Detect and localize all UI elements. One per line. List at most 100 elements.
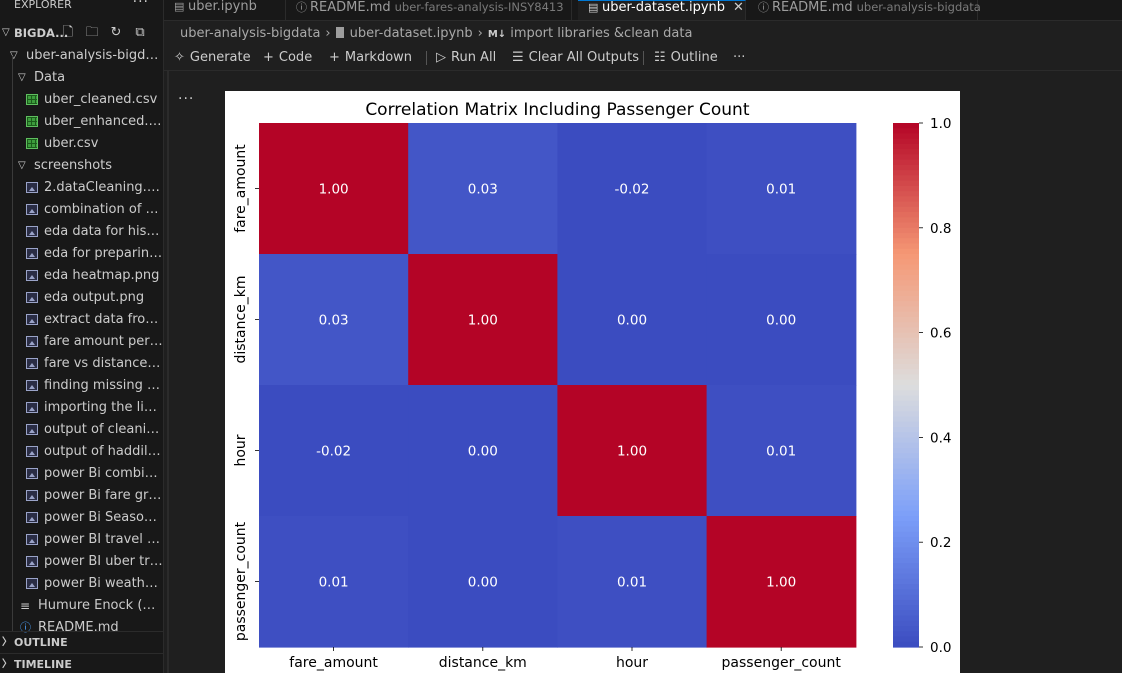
folder-screenshots[interactable]: ▽ screenshots: [0, 155, 163, 177]
file-item[interactable]: ⓘ README.md: [0, 617, 163, 639]
chevron-right-icon: 〉: [2, 637, 12, 648]
tab-uber-dataset-ipynb[interactable]: ▤ uber-dataset.ipynb ✕: [578, 0, 746, 20]
outline-section[interactable]: 〉 OUTLINE: [0, 631, 163, 654]
file-item[interactable]: eda data for histog...: [0, 221, 163, 243]
colorbar-segment: [893, 332, 919, 339]
tab-readme-fares[interactable]: ⓘ README.md uber-fares-analysis-INSY8413: [286, 0, 572, 20]
image-file-icon: [26, 314, 38, 325]
x-tick-label: fare_amount: [289, 655, 378, 671]
explorer-sidebar: EXPLORER ··· ▽ BIGDA... 🗋 🗀 ↻ ⧉ ▽ uber-an…: [0, 0, 164, 673]
outline-button[interactable]: ☷ Outline: [654, 46, 718, 70]
generate-button[interactable]: ✧ Generate: [174, 46, 251, 70]
notebook-icon: ▤: [174, 0, 185, 13]
image-file-icon: [26, 512, 38, 523]
tree-item-label: fare vs distance .png: [44, 356, 163, 371]
file-item[interactable]: eda for preparing ...: [0, 243, 163, 265]
colorbar-segment: [893, 316, 919, 323]
file-item[interactable]: uber_cleaned.csv: [0, 89, 163, 111]
refresh-icon[interactable]: ↻: [110, 25, 122, 40]
colorbar-segment: [893, 164, 919, 171]
file-item[interactable]: fare vs distance .png: [0, 353, 163, 375]
add-code-button[interactable]: + Code: [263, 46, 312, 70]
file-item[interactable]: power Bi combinat...: [0, 463, 163, 485]
file-item[interactable]: importing the libra...: [0, 397, 163, 419]
colorbar-segment: [893, 432, 919, 438]
colorbar-segment: [893, 521, 919, 528]
cell-value-label: 0.00: [468, 444, 498, 460]
colorbar-segment: [893, 170, 919, 176]
image-file-icon: [26, 446, 38, 457]
file-item[interactable]: power BI uber trip ...: [0, 551, 163, 573]
file-item[interactable]: power Bi weathere...: [0, 573, 163, 595]
file-item[interactable]: combination of ed...: [0, 199, 163, 221]
timeline-section[interactable]: 〉 TIMELINE: [0, 653, 163, 673]
chevron-down-icon: ▽: [18, 160, 26, 171]
new-folder-icon[interactable]: 🗀: [85, 25, 99, 40]
colorbar-segment: [893, 269, 919, 276]
chevron-right-icon: ›: [477, 26, 483, 41]
colorbar-segment: [893, 474, 919, 480]
file-item[interactable]: eda heatmap.png: [0, 265, 163, 287]
heatmap-cell: [706, 516, 857, 648]
cell-value-label: 0.00: [468, 575, 498, 591]
breadcrumb-folder[interactable]: uber-analysis-bigdata: [180, 26, 321, 41]
image-file-icon: [26, 402, 38, 413]
colorbar-segment: [893, 568, 919, 575]
file-item[interactable]: power Bi fare grap...: [0, 485, 163, 507]
tree-item-label: eda heatmap.png: [44, 268, 160, 283]
tab-readme-analysis[interactable]: ⓘ README.md uber-analysis-bigdata: [748, 0, 981, 20]
colorbar-segment: [893, 290, 919, 297]
file-item[interactable]: extract data from e...: [0, 309, 163, 331]
colorbar-segment: [893, 233, 919, 239]
file-item[interactable]: finding missing val...: [0, 375, 163, 397]
image-file-icon: [26, 204, 38, 215]
folder-uber-analysis-bigdata[interactable]: ▽ uber-analysis-bigdata: [0, 45, 163, 67]
colorbar-segment: [893, 552, 919, 559]
close-icon[interactable]: ✕: [733, 0, 744, 15]
image-file-icon: [26, 336, 38, 347]
file-item[interactable]: power Bi Season in...: [0, 507, 163, 529]
file-item[interactable]: ≡ Humure Enock (273...: [0, 595, 163, 617]
run-all-button[interactable]: ▷ Run All: [436, 46, 496, 70]
y-tick-label: hour: [233, 434, 249, 466]
file-item[interactable]: eda output.png: [0, 287, 163, 309]
image-file-icon: [26, 182, 38, 193]
colorbar-segment: [893, 154, 919, 161]
heatmap-cell: [259, 385, 409, 517]
breadcrumb-file[interactable]: uber-dataset.ipynb: [349, 26, 473, 41]
colorbar-segment: [893, 243, 919, 250]
file-item[interactable]: 2.dataCleaning.png: [0, 177, 163, 199]
new-file-icon[interactable]: 🗋: [62, 25, 74, 40]
clear-icon: ☰: [512, 50, 524, 65]
colorbar-segment: [893, 123, 919, 129]
breadcrumb-section[interactable]: import libraries &clean data: [510, 26, 693, 41]
colorbar-segment: [893, 390, 919, 397]
colorbar-segment: [893, 626, 919, 632]
collapse-all-icon[interactable]: ⧉: [135, 25, 145, 40]
colorbar-segment: [893, 437, 919, 444]
editor-tabs: ▤ uber.ipynb ⓘ README.md uber-fares-analysi…: [164, 0, 1122, 21]
tree-item-label: Humure Enock (273...: [38, 598, 163, 613]
clear-outputs-button[interactable]: ☰ Clear All Outputs: [512, 46, 639, 70]
outline-label: Outline: [670, 50, 718, 65]
file-item[interactable]: output of cleaning ...: [0, 419, 163, 441]
markdown-label: Markdown: [344, 50, 413, 65]
cell-value-label: 0.01: [319, 575, 349, 591]
file-item[interactable]: output of haddilin...: [0, 441, 163, 463]
file-item[interactable]: uber.csv: [0, 133, 163, 155]
toolbar-more-icon[interactable]: ···: [733, 50, 746, 65]
cell-more-icon[interactable]: ···: [178, 91, 195, 107]
folder-data[interactable]: ▽ Data: [0, 67, 163, 89]
tab-uber-ipynb[interactable]: ▤ uber.ipynb: [164, 0, 286, 20]
heatmap-cell: [408, 385, 558, 517]
explorer-more-icon[interactable]: ···: [132, 0, 149, 10]
workspace-root[interactable]: ▽ BIGDA... 🗋 🗀 ↻ ⧉: [0, 18, 163, 48]
file-item[interactable]: power BI travel par...: [0, 529, 163, 551]
add-markdown-button[interactable]: + Markdown: [329, 46, 412, 70]
colorbar-segment: [893, 379, 919, 386]
file-item[interactable]: uber_enhanced.csv: [0, 111, 163, 133]
plus-icon: +: [263, 50, 274, 65]
file-item[interactable]: fare amount per h...: [0, 331, 163, 353]
colorbar-tick-label: 0.4: [930, 430, 951, 446]
clear-outputs-label: Clear All Outputs: [528, 50, 639, 65]
